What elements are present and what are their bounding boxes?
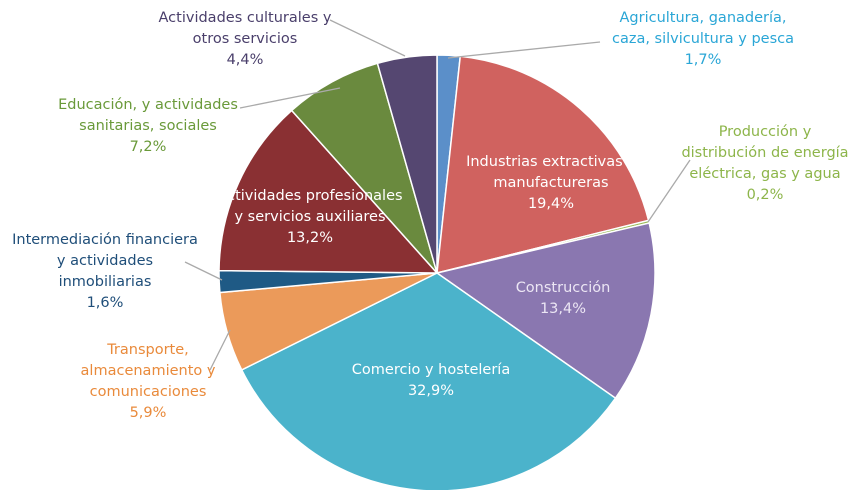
value-label: 4,4%: [226, 52, 264, 68]
category-name: Actividades profesionales y servicios au…: [217, 188, 403, 225]
value-label: 1,7%: [684, 52, 722, 68]
leader-line: [209, 329, 231, 371]
category-name: Intermediación financiera y actividades …: [12, 232, 198, 290]
pie-slice: [435, 222, 656, 400]
slice-label: Intermediación financiera y actividades …: [10, 230, 200, 314]
category-name: Transporte, almacenamiento y comunicacio…: [80, 342, 216, 400]
slice-label: Producción y distribución de energía elé…: [675, 122, 853, 206]
pie-slice: [218, 109, 439, 274]
leader-line: [239, 87, 341, 109]
slice-label: Construcción 13,4%: [498, 278, 628, 320]
leader-line: [647, 159, 691, 223]
leader-line: [447, 41, 601, 59]
slice-label: Transporte, almacenamiento y comunicacio…: [63, 340, 233, 424]
value-label: 19,4%: [527, 196, 575, 212]
pie-slice: [436, 55, 650, 274]
slice-label: Comercio y hostelería 32,9%: [331, 360, 531, 402]
slice-label: Industrias extractivas y manufactureras 1…: [446, 152, 656, 215]
category-name: Educación, y actividades sanitarias, soc…: [58, 97, 238, 134]
slice-label: Educación, y actividades sanitarias, soc…: [48, 95, 248, 158]
slice-label: Agricultura, ganadería, caza, silvicultu…: [603, 8, 803, 71]
category-name: Construcción: [515, 280, 611, 296]
category-name: Producción y distribución de energía elé…: [681, 124, 849, 182]
category-name: Agricultura, ganadería, caza, silvicultu…: [611, 10, 795, 47]
value-label: 32,9%: [407, 383, 455, 399]
category-name: Comercio y hostelería: [351, 362, 511, 378]
slice-label: Actividades profesionales y servicios au…: [215, 186, 405, 249]
value-label: 1,6%: [86, 295, 124, 311]
leader-line: [184, 261, 223, 281]
slice-label: Actividades culturales y otros servicios…: [145, 8, 345, 71]
pie-slice: [290, 62, 438, 274]
value-label: 13,4%: [539, 301, 587, 317]
category-name: Actividades culturales y otros servicios: [158, 10, 332, 47]
value-label: 7,2%: [129, 139, 167, 155]
pie-slice: [376, 54, 438, 274]
category-name: Industrias extractivas y manufactureras: [466, 154, 636, 191]
leader-line: [329, 19, 406, 57]
value-label: 13,2%: [286, 230, 334, 246]
value-label: 0,2%: [746, 187, 784, 203]
value-label: 5,9%: [129, 405, 167, 421]
pie-slice: [240, 272, 617, 490]
